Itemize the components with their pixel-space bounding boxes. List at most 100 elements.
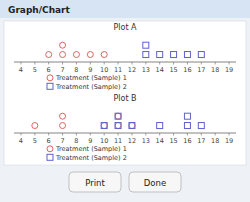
x-tick-label: 16 (183, 137, 191, 145)
plot: Plot B45678910111213141516171819Treatmen… (14, 94, 236, 162)
x-tick-label: 16 (183, 66, 191, 74)
data-point (46, 52, 52, 58)
x-axis-line (14, 133, 236, 134)
x-axis-line (14, 62, 236, 63)
data-point (32, 123, 38, 129)
x-tick-label: 8 (74, 137, 78, 145)
x-tick-label: 18 (211, 66, 219, 74)
window-background (0, 0, 250, 202)
data-point (115, 113, 121, 119)
x-tick (62, 133, 63, 136)
legend-label: Treatment (Sample) 2 (55, 154, 127, 162)
x-tick-label: 7 (60, 137, 64, 145)
x-tick-label: 15 (169, 137, 177, 145)
marks (46, 42, 205, 57)
x-tick (20, 133, 21, 136)
x-tick (159, 62, 160, 65)
data-point (73, 52, 79, 58)
legend-swatch (47, 146, 53, 152)
button[interactable]: Done (129, 172, 181, 192)
x-tick-label: 7 (60, 66, 64, 74)
legend-swatch (47, 75, 53, 81)
data-point (198, 52, 204, 58)
x-tick-label: 8 (74, 66, 78, 74)
plot-title: Plot B (113, 94, 136, 103)
x-tick (104, 133, 105, 136)
x-tick-label: 5 (33, 66, 37, 74)
title-bar (0, 0, 250, 18)
x-tick-label: 5 (33, 137, 37, 145)
x-tick (215, 62, 216, 65)
x-tick (201, 62, 202, 65)
data-point (101, 52, 107, 58)
data-point (129, 123, 135, 129)
button-label[interactable]: Print (85, 178, 105, 188)
x-tick-label: 17 (197, 66, 205, 74)
x-tick (131, 62, 132, 65)
x-tick (131, 133, 132, 136)
x-tick-label: 12 (128, 66, 136, 74)
data-point (60, 123, 66, 129)
button-box[interactable] (69, 172, 121, 192)
x-tick (229, 62, 230, 65)
x-tick-label: 17 (197, 137, 205, 145)
x-tick (90, 133, 91, 136)
x-tick-label: 19 (225, 66, 233, 74)
plot: Plot A45678910111213141516171819Treatmen… (14, 23, 236, 91)
x-tick (187, 133, 188, 136)
button-box[interactable] (129, 172, 181, 192)
data-point (115, 113, 121, 119)
data-point (171, 52, 177, 58)
x-tick-label: 13 (142, 66, 150, 74)
x-tick-label: 13 (142, 137, 150, 145)
x-tick-label: 11 (114, 66, 122, 74)
x-tick-label: 12 (128, 137, 136, 145)
x-tick-label: 6 (47, 66, 51, 74)
marks (32, 113, 205, 128)
x-tick (118, 133, 119, 136)
data-point (184, 123, 190, 129)
x-tick (187, 62, 188, 65)
legend-swatch (47, 83, 53, 89)
x-tick-label: 11 (114, 137, 122, 145)
x-tick-label: 19 (225, 137, 233, 145)
plot-title: Plot A (113, 23, 137, 32)
x-tick (90, 62, 91, 65)
data-point (60, 42, 66, 48)
data-point (115, 123, 121, 129)
x-tick-label: 9 (88, 66, 92, 74)
data-point (60, 52, 66, 58)
data-point (129, 123, 135, 129)
x-tick (173, 133, 174, 136)
x-tick-label: 15 (169, 66, 177, 74)
button[interactable]: Print (69, 172, 121, 192)
x-tick (215, 133, 216, 136)
panel (4, 21, 246, 165)
x-tick (229, 133, 230, 136)
x-tick (173, 62, 174, 65)
data-point (115, 123, 121, 129)
x-tick (201, 133, 202, 136)
button-label[interactable]: Done (144, 178, 166, 188)
x-tick (34, 62, 35, 65)
x-tick (104, 62, 105, 65)
data-point (143, 42, 149, 48)
x-tick (145, 62, 146, 65)
x-tick (76, 133, 77, 136)
x-tick-label: 14 (156, 66, 164, 74)
data-point (184, 52, 190, 58)
data-point (101, 123, 107, 129)
x-tick (118, 62, 119, 65)
data-point (60, 113, 66, 119)
legend-label: Treatment (Sample) 1 (55, 74, 127, 82)
x-tick-label: 10 (100, 66, 108, 74)
legend-swatch (47, 154, 53, 160)
data-point (198, 123, 204, 129)
x-tick (48, 133, 49, 136)
data-point (143, 52, 149, 58)
window-title: Graph/Chart (8, 5, 71, 15)
x-tick-label: 18 (211, 137, 219, 145)
legend-label: Treatment (Sample) 1 (55, 145, 127, 153)
x-tick (62, 62, 63, 65)
data-point (101, 123, 107, 129)
